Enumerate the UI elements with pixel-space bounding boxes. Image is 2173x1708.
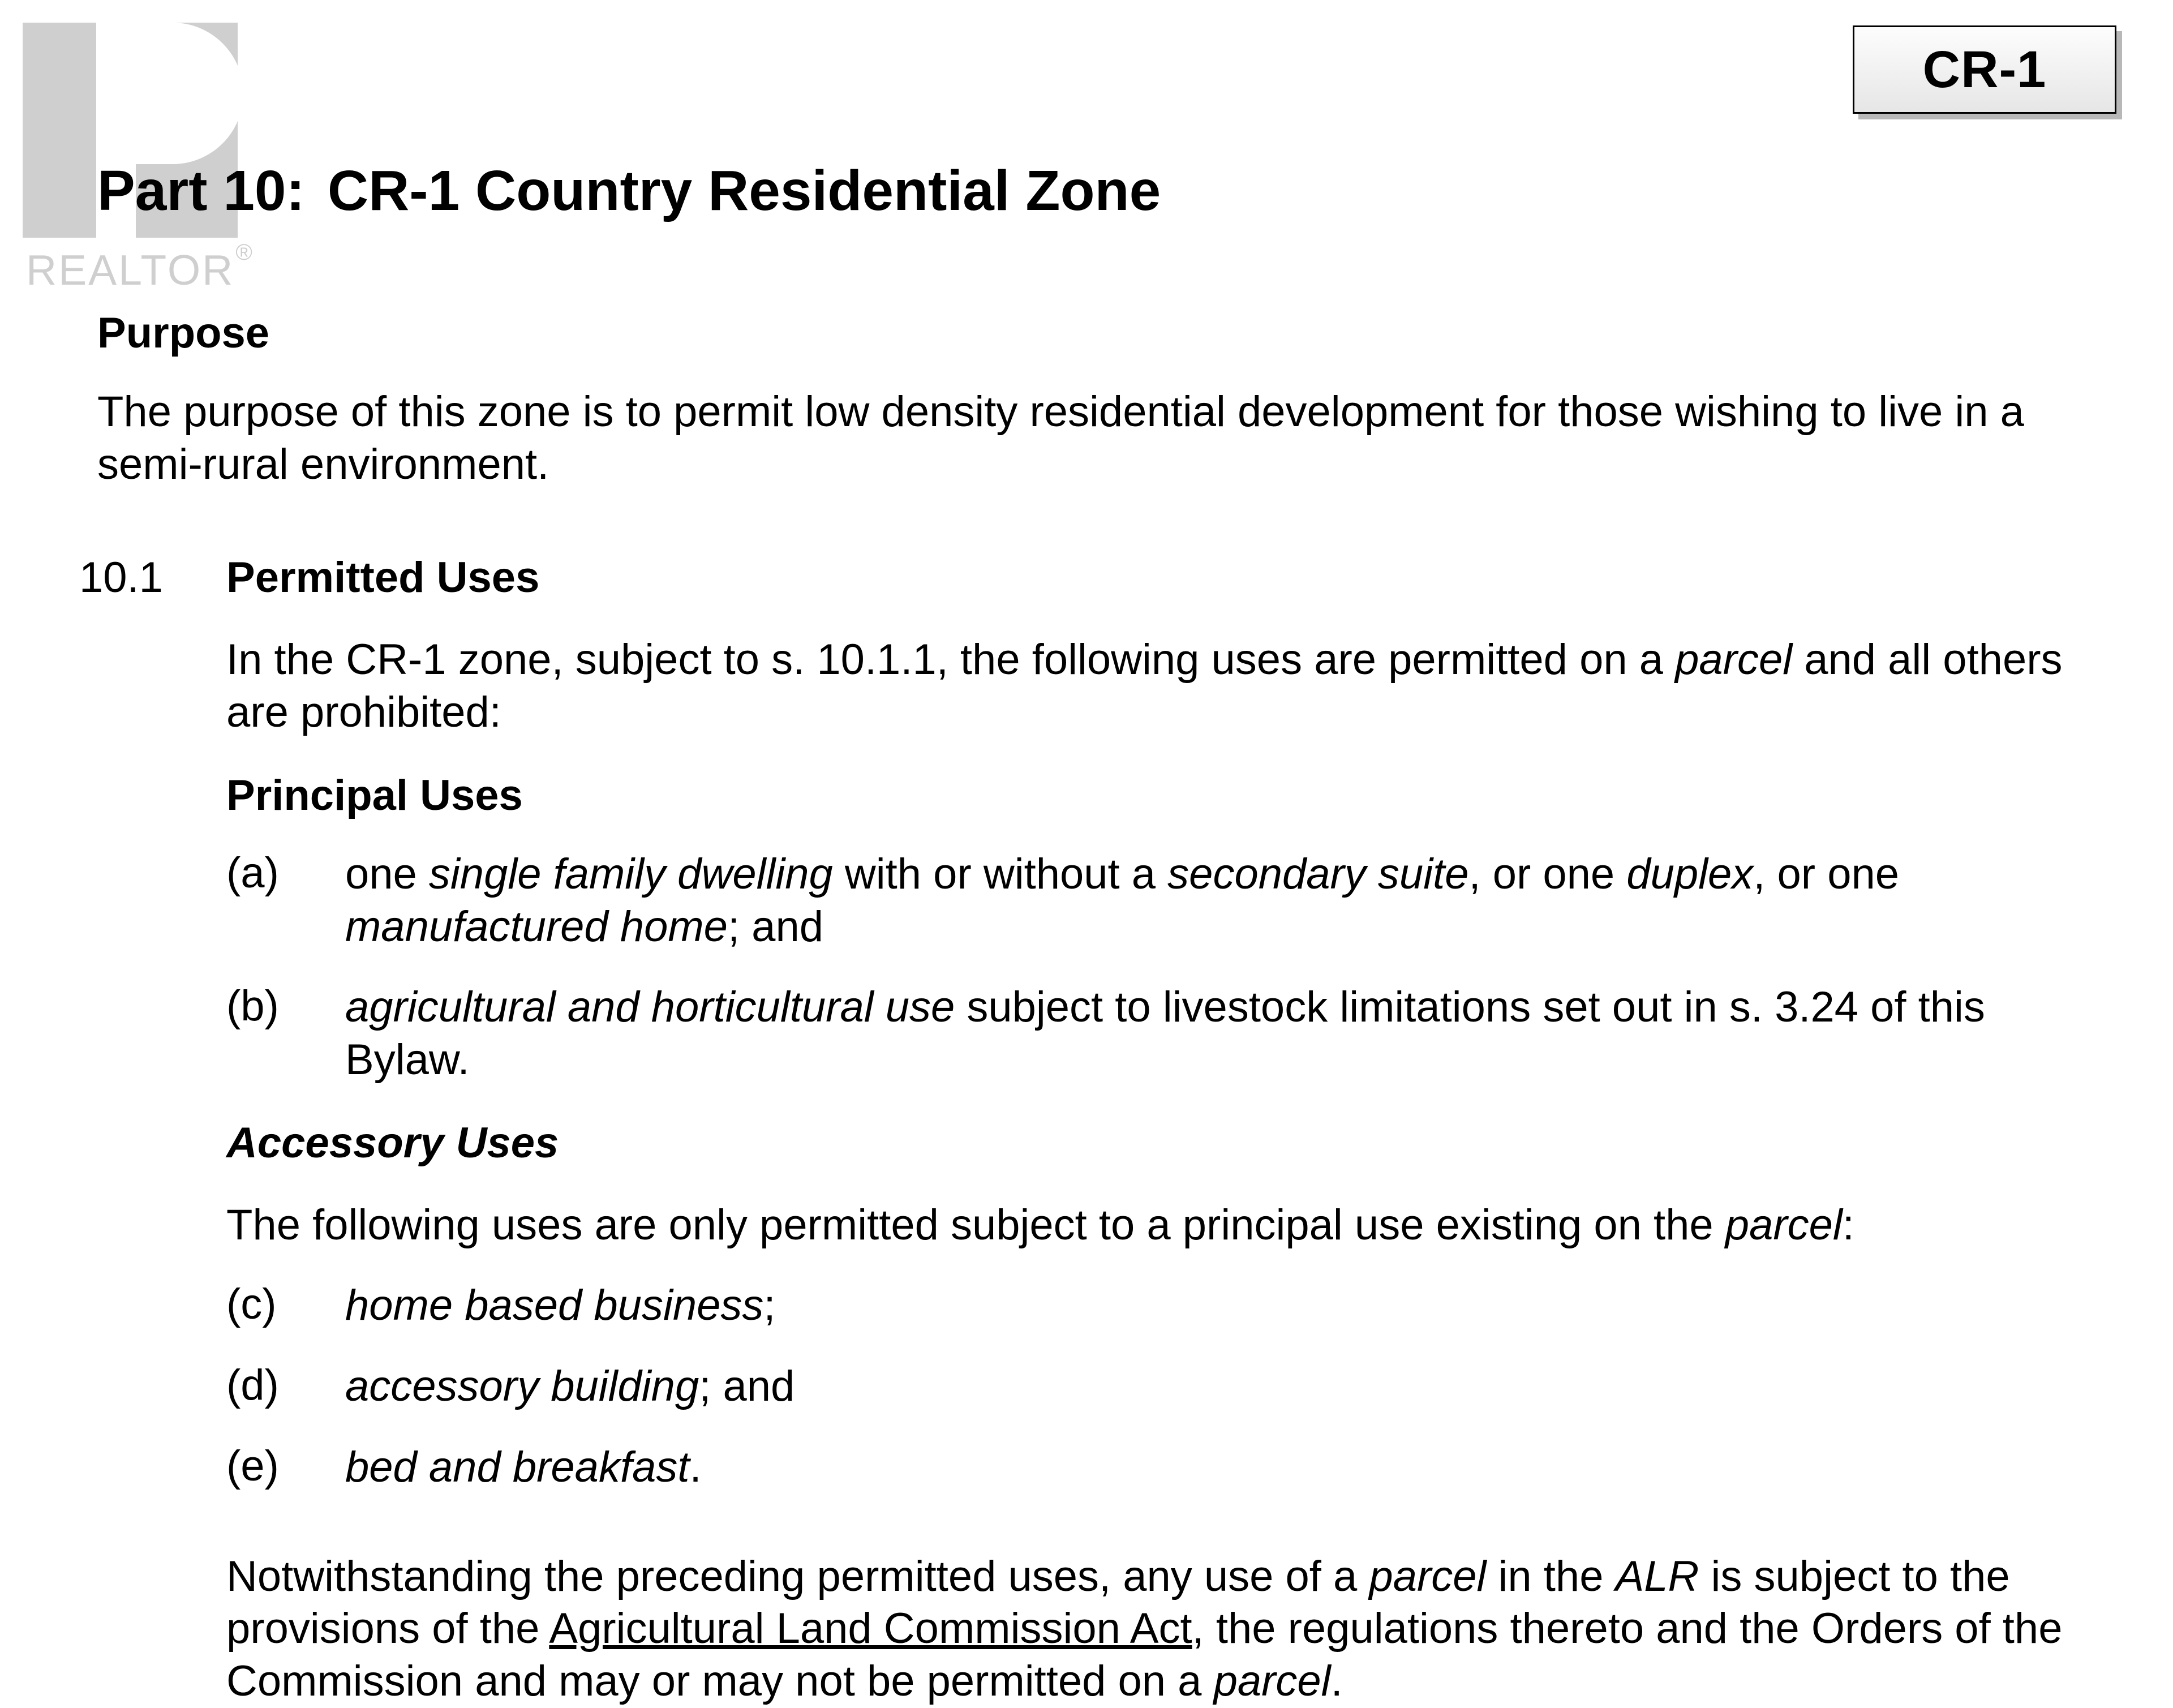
term-accessory-building: accessory building [345, 1362, 699, 1410]
item-e-t1: . [689, 1443, 701, 1491]
list-item-b: (b) agricultural and horticultural use s… [226, 981, 2071, 1086]
document-page: REALTOR® CR-1 Part 10: CR-1 Country Resid… [0, 0, 2173, 1675]
item-d-content: accessory building; and [345, 1361, 2071, 1413]
purpose-text: The purpose of this zone is to permit lo… [97, 386, 2071, 491]
list-item-a: (a) one single family dwelling with or w… [226, 848, 2071, 953]
item-d-t1: ; and [699, 1362, 795, 1410]
section-heading: Permitted Uses [226, 553, 2071, 602]
section-number: 10.1 [79, 553, 226, 1707]
term-single-family-dwelling: single family dwelling [429, 850, 833, 898]
nw-t5: . [1331, 1657, 1343, 1705]
term-duplex: duplex [1626, 850, 1753, 898]
item-c-label: (c) [226, 1280, 345, 1332]
term-parcel: parcel [1675, 636, 1792, 684]
item-a-t2: with or without a [833, 850, 1167, 898]
item-a-t3: , or one [1468, 850, 1626, 898]
zone-code-label: CR-1 [1923, 40, 2047, 100]
realtor-watermark-text: REALTOR® [26, 246, 266, 294]
title-rest: CR-1 Country Residential Zone [328, 159, 1161, 222]
item-e-content: bed and breakfast. [345, 1441, 2071, 1494]
term-agricultural-horticultural-use: agricultural and horticultural use [345, 983, 955, 1031]
term-parcel-2: parcel [1725, 1201, 1843, 1249]
item-b-label: (b) [226, 981, 345, 1086]
term-parcel-3: parcel [1369, 1552, 1486, 1600]
act-name-underlined: Agricultural Land Commission Act [549, 1604, 1192, 1653]
accessory-intro-post: : [1843, 1201, 1854, 1249]
page-title: Part 10: CR-1 Country Residential Zone [97, 158, 2105, 224]
term-secondary-suite: secondary suite [1167, 850, 1468, 898]
accessory-intro: The following uses are only permitted su… [226, 1199, 2071, 1252]
term-home-based-business: home based business [345, 1281, 763, 1329]
title-part-prefix: Part 10: [97, 159, 305, 222]
list-item-d: (d) accessory building; and [226, 1361, 2071, 1413]
accessory-uses-heading: Accessory Uses [226, 1118, 2071, 1168]
list-item-e: (e) bed and breakfast. [226, 1441, 2071, 1494]
item-a-t5: ; and [728, 903, 823, 951]
section-10-1: 10.1 Permitted Uses In the CR-1 zone, su… [62, 553, 2105, 1707]
item-a-t4: , or one [1753, 850, 1899, 898]
principal-uses-heading: Principal Uses [226, 771, 2071, 820]
item-c-content: home based business; [345, 1280, 2071, 1332]
item-a-t1: one [345, 850, 429, 898]
intro-pre: In the CR-1 zone, subject to s. 10.1.1, … [226, 636, 1675, 684]
realtor-symbol: ® [235, 240, 254, 265]
term-alr: ALR [1616, 1552, 1699, 1600]
list-item-c: (c) home based business; [226, 1280, 2071, 1332]
section-intro: In the CR-1 zone, subject to s. 10.1.1, … [226, 634, 2071, 739]
accessory-intro-pre: The following uses are only permitted su… [226, 1201, 1725, 1249]
nw-t2: in the [1486, 1552, 1615, 1600]
item-c-t1: ; [763, 1281, 775, 1329]
notwithstanding-paragraph: Notwithstanding the preceding permitted … [226, 1551, 2071, 1708]
item-a-content: one single family dwelling with or witho… [345, 848, 2071, 953]
term-bed-and-breakfast: bed and breakfast [345, 1443, 689, 1491]
purpose-heading: Purpose [97, 308, 2105, 358]
item-a-label: (a) [226, 848, 345, 953]
term-manufactured-home: manufactured home [345, 903, 728, 951]
nw-t1: Notwithstanding the preceding permitted … [226, 1552, 1369, 1600]
item-d-label: (d) [226, 1361, 345, 1413]
item-e-label: (e) [226, 1441, 345, 1494]
term-parcel-4: parcel [1214, 1657, 1331, 1705]
zone-code-badge: CR-1 [1853, 25, 2116, 114]
section-body: Permitted Uses In the CR-1 zone, subject… [226, 553, 2071, 1707]
item-b-content: agricultural and horticultural use subje… [345, 981, 2071, 1086]
realtor-word: REALTOR [26, 246, 234, 294]
